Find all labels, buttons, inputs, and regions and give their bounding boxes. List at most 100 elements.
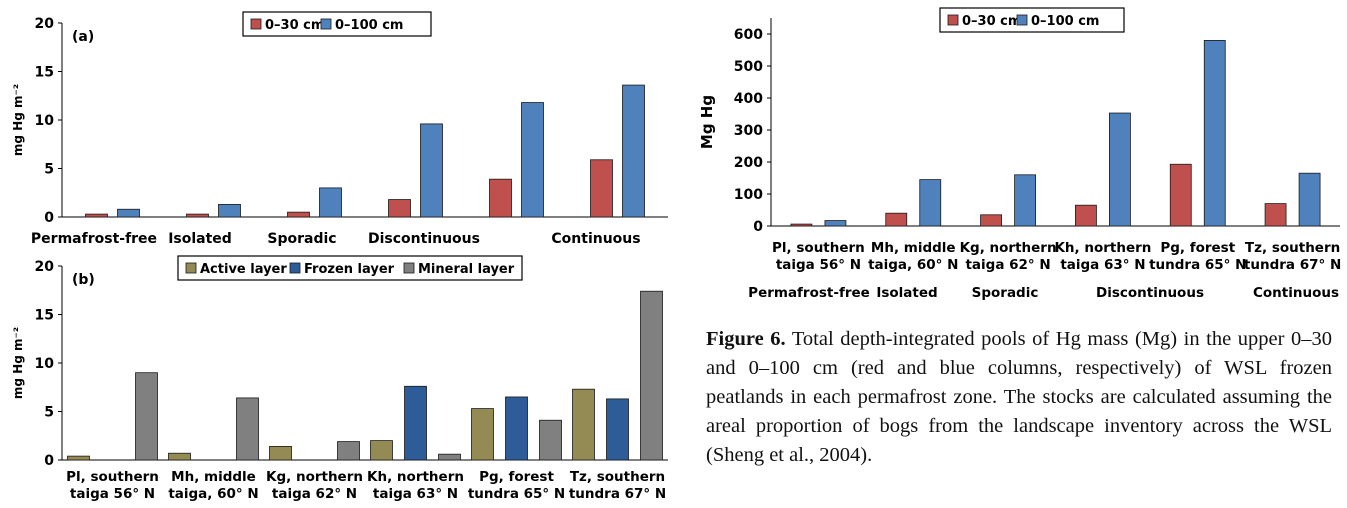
legend-label: Mineral layer <box>418 262 515 277</box>
legend-label: 0–100 cm <box>335 18 403 33</box>
legend-label: 0–30 cm <box>265 18 324 33</box>
y-axis-label: mg Hg m⁻² <box>11 327 25 399</box>
x-tick-label: Continuous <box>551 231 640 247</box>
y-tick-label: 300 <box>734 123 763 139</box>
bar-mineral-layer <box>337 441 360 461</box>
bar-mineral-layer <box>135 372 158 461</box>
y-tick-label: 20 <box>35 16 55 32</box>
y-tick-label: 600 <box>734 27 763 43</box>
x-tick-label: Kg, northern <box>960 240 1057 256</box>
x-tick-label: tundra 67° N <box>1244 257 1341 273</box>
zone-label: Isolated <box>876 285 937 301</box>
x-tick-label: taiga 56° N <box>776 257 861 273</box>
y-tick-label: 20 <box>35 259 55 275</box>
legend-box <box>177 255 523 281</box>
bar-0-100-cm <box>1203 40 1226 227</box>
y-tick-label: 400 <box>734 91 763 107</box>
figure-caption: Figure 6. Total depth-integrated pools o… <box>706 325 1332 470</box>
x-tick-label: Discontinuous <box>368 231 480 247</box>
bar-frozen-layer <box>404 385 427 461</box>
zone-label: Discontinuous <box>1096 285 1204 301</box>
y-tick-label: 15 <box>35 308 54 324</box>
bar-mineral-layer <box>640 290 663 461</box>
y-tick-label: 0 <box>44 453 54 469</box>
y-tick-label: 15 <box>35 65 54 81</box>
panel-label: (a) <box>72 29 94 45</box>
bar-0-30-cm <box>980 214 1002 227</box>
bar-0-100-cm <box>1014 174 1036 227</box>
legend-swatch <box>185 262 197 274</box>
legend-box <box>242 11 432 37</box>
legend-label: 0–100 cm <box>1031 14 1099 29</box>
zone-label: Sporadic <box>972 285 1039 301</box>
y-tick-label: 10 <box>35 113 55 129</box>
bar-0-30-cm <box>1169 163 1192 227</box>
bar-0-100-cm <box>1298 172 1321 227</box>
x-tick-label: Permafrost-free <box>31 231 157 247</box>
x-tick-label: taiga, 60° N <box>168 486 258 502</box>
bar-mineral-layer <box>539 419 562 461</box>
legend-label: Active layer <box>200 262 287 277</box>
bar-0-30-cm <box>590 159 613 218</box>
bar-0-30-cm <box>1264 203 1287 227</box>
bar-0-100-cm <box>1109 112 1131 227</box>
caption-label: Figure 6. <box>706 328 786 350</box>
bar-active-layer <box>67 455 90 461</box>
bar-active-layer <box>471 408 494 461</box>
x-tick-label: Sporadic <box>267 231 336 247</box>
bar-active-layer <box>370 440 393 461</box>
x-tick-label: Pg, forest <box>1160 240 1235 256</box>
bar-0-30-cm <box>287 211 310 218</box>
bar-0-30-cm <box>489 178 512 218</box>
x-tick-label: taiga 63° N <box>373 486 458 502</box>
zone-label: Permafrost-free <box>748 285 870 301</box>
bar-active-layer <box>168 452 191 461</box>
legend-swatch <box>403 262 415 274</box>
y-axis-label: mg Hg m⁻² <box>11 84 25 156</box>
legend-swatch <box>250 18 262 30</box>
x-tick-label: taiga 62° N <box>272 486 357 502</box>
bar-0-30-cm <box>85 213 108 218</box>
x-tick-label: taiga 56° N <box>70 486 155 502</box>
x-tick-label: Pl, southern <box>66 469 159 485</box>
bar-active-layer <box>269 446 292 461</box>
bar-frozen-layer <box>606 398 629 461</box>
bar-0-30-cm <box>1075 204 1097 227</box>
chart-a-hg-permafrost-zones: 0 5 10 15 20 mg Hg m⁻² (a) Permafrost-free Isola… <box>11 11 668 247</box>
bar-0-30-cm <box>885 212 908 227</box>
x-tick-label: tundra 65° N <box>1149 257 1246 273</box>
legend-swatch <box>289 262 301 274</box>
x-tick-label: taiga 63° N <box>1060 257 1145 273</box>
y-tick-label: 100 <box>734 187 763 203</box>
y-tick-label: 500 <box>734 59 763 75</box>
panel-label: (b) <box>72 272 95 288</box>
x-tick-label: taiga, 60° N <box>868 257 958 273</box>
x-tick-label: Pl, southern <box>772 240 865 256</box>
bar-active-layer <box>572 388 595 461</box>
legend-label: 0–30 cm <box>962 14 1021 29</box>
zone-label: Continuous <box>1253 285 1339 301</box>
bar-0-100-cm <box>420 123 443 218</box>
bar-0-30-cm <box>186 213 209 218</box>
x-tick-label: tundra 65° N <box>468 486 565 502</box>
y-axis-label: Mg Hg <box>698 95 716 149</box>
x-tick-label: Tz, southern <box>1245 240 1340 256</box>
legend-label: Frozen layer <box>304 262 395 277</box>
bar-0-100-cm <box>218 203 241 218</box>
x-tick-label: Tz, southern <box>570 469 665 485</box>
bar-0-100-cm <box>622 84 645 218</box>
bar-mineral-layer <box>236 397 259 461</box>
legend-swatch <box>947 14 959 26</box>
bar-0-100-cm <box>117 208 140 218</box>
bar-0-100-cm <box>824 220 847 227</box>
legend-box <box>939 7 1125 33</box>
caption-text: Total depth-integrated pools of Hg mass … <box>706 328 1332 466</box>
x-tick-label: Pg, forest <box>479 469 554 485</box>
bar-0-100-cm <box>521 102 544 218</box>
bar-0-100-cm <box>319 187 342 218</box>
x-tick-label: Kh, northern <box>367 469 464 485</box>
x-tick-label: taiga 62° N <box>965 257 1050 273</box>
x-tick-label: Isolated <box>168 231 232 247</box>
